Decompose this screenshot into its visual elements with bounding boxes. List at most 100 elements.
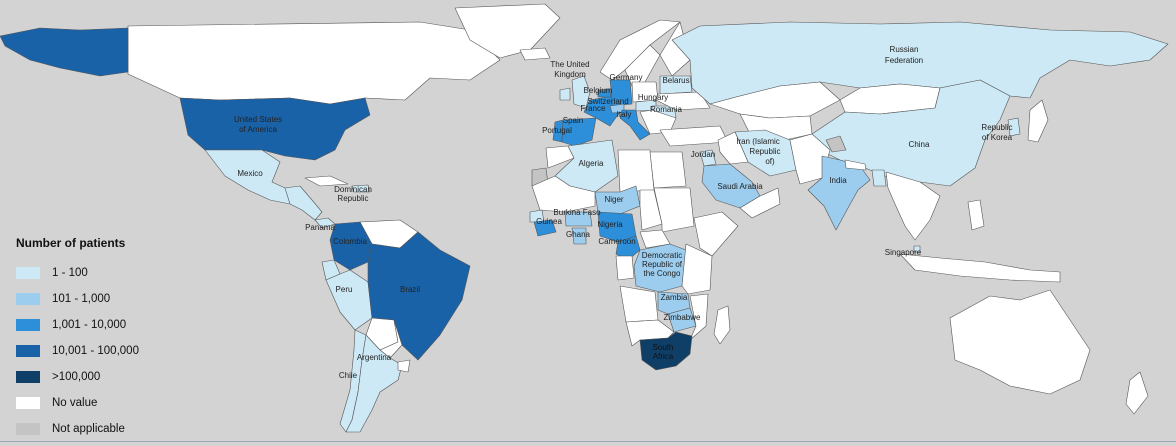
- country-yemen-oman[interactable]: [739, 187, 781, 219]
- country-gabon-congo[interactable]: [615, 255, 635, 281]
- country-label: France: [581, 104, 606, 113]
- country-spain[interactable]: [561, 117, 597, 147]
- legend-swatch: [16, 267, 40, 279]
- country-south-africa[interactable]: [639, 331, 693, 371]
- legend-title: Number of patients: [16, 236, 126, 250]
- country-japan[interactable]: [1027, 99, 1049, 143]
- country-singapore[interactable]: [913, 245, 921, 253]
- country-ethiopia-horn[interactable]: [693, 211, 739, 257]
- country-label: Democratic Republic of the Congo: [642, 251, 683, 278]
- country-label: Romania: [650, 105, 683, 114]
- country-uruguay[interactable]: [397, 359, 411, 373]
- country-philippines[interactable]: [967, 199, 985, 231]
- country-chad[interactable]: [639, 189, 663, 231]
- bottom-border: [0, 441, 1176, 442]
- country-cameroon[interactable]: [615, 235, 641, 261]
- country-label: Zambia: [661, 293, 688, 302]
- legend-item-c1: 1 - 100: [16, 260, 186, 286]
- country-iceland[interactable]: [519, 47, 551, 61]
- country-label: Brazil: [400, 285, 420, 294]
- country-libya[interactable]: [617, 149, 655, 193]
- country-southeast-asia[interactable]: [885, 171, 941, 241]
- country-label: Republic of Korea: [981, 123, 1012, 142]
- country-colombia[interactable]: [329, 221, 373, 271]
- legend-swatch: [16, 293, 40, 305]
- country-united-kingdom[interactable]: [571, 75, 591, 109]
- country-label: Mexico: [237, 169, 263, 178]
- country-label: The United Kingdom: [550, 60, 589, 79]
- country-dr-congo[interactable]: [633, 243, 687, 293]
- country-label: Guinea: [536, 217, 562, 226]
- legend-swatch: [16, 371, 40, 383]
- country-sudan[interactable]: [653, 187, 695, 233]
- country-indonesia[interactable]: [899, 253, 1061, 283]
- country-label: South Africa: [653, 343, 674, 361]
- country-mauritania-mali[interactable]: [531, 175, 596, 213]
- country-ukraine[interactable]: [655, 91, 711, 111]
- legend-item-none: No value: [16, 390, 186, 416]
- country-madagascar[interactable]: [713, 305, 731, 345]
- country-label: Zimbabwe: [664, 313, 701, 322]
- country-label: India: [829, 176, 847, 185]
- country-label: Ghana: [566, 230, 591, 239]
- country-label: Russian Federation: [885, 45, 923, 65]
- country-ireland[interactable]: [559, 87, 571, 101]
- country-burkina-faso[interactable]: [564, 211, 593, 227]
- country-jordan[interactable]: [699, 149, 717, 167]
- legend-label: 1,001 - 10,000: [52, 319, 127, 331]
- country-ghana[interactable]: [571, 227, 587, 245]
- country-label: Belgium: [584, 86, 613, 95]
- country-label: Iran (Islamic Republic of): [736, 137, 780, 166]
- country-nepal[interactable]: [844, 159, 867, 171]
- country-label: Nigeria: [597, 220, 623, 229]
- country-republic-of-korea[interactable]: [1007, 117, 1021, 137]
- country-central-america[interactable]: [284, 185, 323, 221]
- legend-label: >100,000: [52, 371, 101, 383]
- country-mozambique[interactable]: [689, 293, 709, 341]
- country-iraq[interactable]: [717, 131, 749, 165]
- country-cuba[interactable]: [304, 175, 349, 187]
- country-kashmir[interactable]: [825, 135, 847, 153]
- country-label: Saudi Arabia: [717, 182, 763, 191]
- country-bangladesh[interactable]: [871, 169, 887, 187]
- country-guinea[interactable]: [533, 219, 557, 237]
- country-italy[interactable]: [619, 109, 651, 141]
- legend-item-c2: 101 - 1,000: [16, 286, 186, 312]
- country-label: Dominican Republic: [334, 185, 372, 203]
- legend-label: 1 - 100: [52, 267, 88, 279]
- country-belarus[interactable]: [659, 75, 693, 95]
- country-label-layer: United States of America Mexico Dominican Re…: [234, 45, 1013, 380]
- country-angola[interactable]: [619, 285, 659, 323]
- country-belgium[interactable]: [597, 88, 612, 98]
- legend-label: No value: [52, 397, 98, 409]
- legend-label: Not applicable: [52, 423, 125, 435]
- legend-item-c4: 10,001 - 100,000: [16, 338, 186, 364]
- country-label: Spain: [563, 116, 583, 125]
- country-australia[interactable]: [949, 289, 1091, 395]
- country-alaska[interactable]: [0, 27, 129, 77]
- country-dominican-republic[interactable]: [351, 184, 371, 193]
- country-label: United States of America: [234, 115, 282, 134]
- country-label: Portugal: [542, 126, 572, 135]
- country-label: Jordan: [691, 150, 715, 159]
- country-label: China: [909, 140, 930, 149]
- country-label: Peru: [336, 285, 353, 294]
- country-label: Argentina: [357, 353, 392, 362]
- country-argentina[interactable]: [345, 334, 403, 433]
- country-egypt[interactable]: [649, 151, 687, 189]
- country-new-zealand[interactable]: [1125, 371, 1149, 415]
- legend-swatch: [16, 397, 40, 409]
- country-label: Algeria: [579, 159, 604, 168]
- country-label: Niger: [604, 195, 623, 204]
- legend-label: 10,001 - 100,000: [52, 345, 139, 357]
- country-label: Italy: [617, 110, 632, 119]
- legend-item-na: Not applicable: [16, 416, 186, 442]
- country-east-africa[interactable]: [681, 243, 713, 295]
- country-balkans[interactable]: [639, 109, 677, 135]
- country-sweden[interactable]: [624, 44, 661, 87]
- legend-swatch: [16, 423, 40, 435]
- country-label: Switzerland: [587, 97, 628, 106]
- country-norway[interactable]: [599, 19, 681, 81]
